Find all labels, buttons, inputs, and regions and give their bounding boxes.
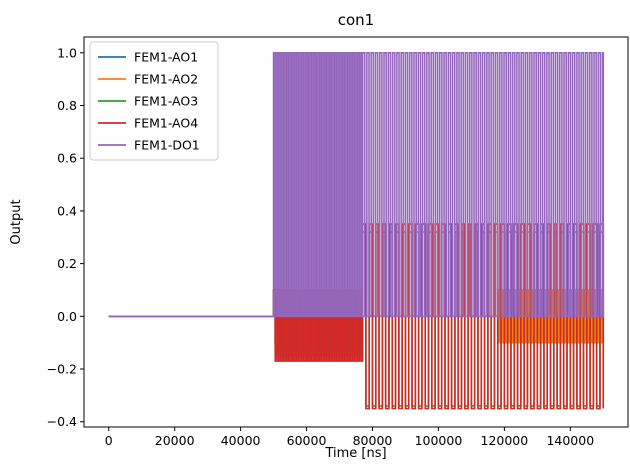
x-tick-label: 100000 [415, 433, 463, 448]
legend-box [89, 41, 219, 161]
y-tick-label: −0.2 [47, 362, 77, 377]
y-tick-label: 0.4 [57, 203, 77, 218]
y-tick-label: 1.0 [57, 45, 77, 60]
legend-label: FEM1-AO2 [134, 72, 198, 87]
y-tick-label: 0.0 [57, 309, 77, 324]
y-tick-label: −0.4 [47, 414, 77, 429]
legend: FEM1-AO1 FEM1-AO2 FEM1-AO3 FEM1-AO4 FEM1-DO1 [89, 41, 219, 161]
series-line-fem1-do1 [108, 52, 605, 318]
x-tick-label: 40000 [221, 433, 261, 448]
legend-label: FEM1-AO4 [134, 116, 198, 131]
legend-label: FEM1-AO1 [134, 50, 198, 65]
y-axis-ticks: −0.4 −0.2 0.0 0.2 0.4 0.6 0.8 1.0 [47, 45, 84, 429]
y-tick-label: 0.8 [57, 98, 77, 113]
chart-title: con1 [338, 11, 374, 29]
legend-label: FEM1-AO3 [134, 94, 198, 109]
plot-traces [108, 52, 605, 410]
legend-label: FEM1-DO1 [134, 138, 200, 153]
x-tick-label: 80000 [353, 433, 393, 448]
x-tick-label: 120000 [481, 433, 529, 448]
y-tick-label: 0.6 [57, 151, 77, 166]
y-axis-title: Output [9, 199, 24, 244]
x-tick-label: 60000 [287, 433, 327, 448]
x-tick-label: 20000 [155, 433, 195, 448]
x-axis-ticks: 0 20000 40000 60000 80000 100000 120000 140000 [105, 427, 594, 448]
x-axis-title: Time [ns] [324, 446, 386, 461]
x-tick-label: 140000 [546, 433, 594, 448]
x-tick-label: 0 [105, 433, 113, 448]
axes-frame [83, 36, 629, 428]
y-tick-label: 0.2 [57, 256, 77, 271]
